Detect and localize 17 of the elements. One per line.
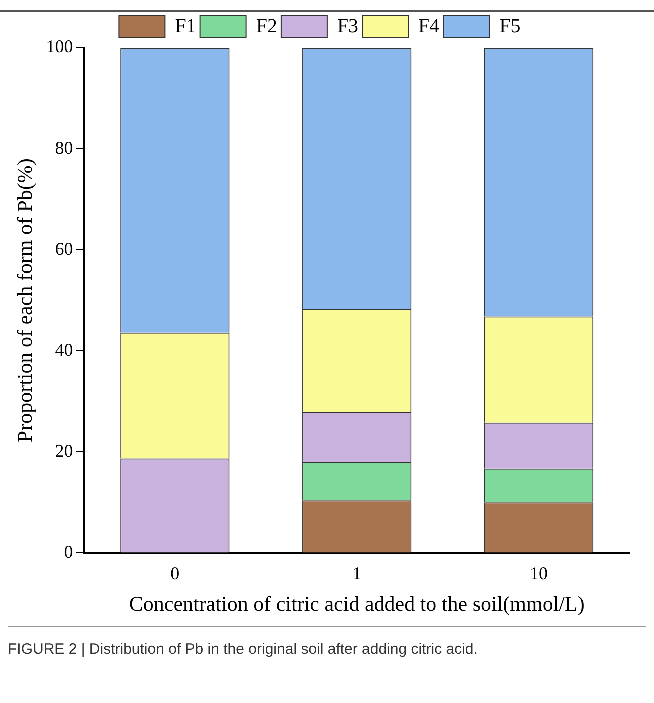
legend-label: F1 (175, 15, 196, 38)
y-tick-label: 60 (55, 238, 74, 259)
caption: FIGURE 2 | Distribution of Pb in the original soil after adding citric acid. (8, 641, 479, 658)
y-axis-title: Proportion of each form of Pb(%) (13, 158, 38, 443)
legend-label: F5 (500, 15, 521, 38)
y-tick-label: 0 (64, 542, 74, 562)
y-tick-label: 80 (55, 138, 74, 158)
x-axis-title: Concentration of citric acid added to the soil(mmol/L) (129, 592, 585, 616)
y-tick-label: 100 (46, 36, 74, 57)
x-tick-label: 10 (530, 564, 548, 584)
legend-label: F3 (337, 15, 359, 38)
x-tick-label: 1 (352, 564, 362, 584)
y-tick-label: 20 (55, 440, 74, 461)
legend-label: F4 (418, 15, 440, 38)
x-tick-label: 0 (170, 564, 180, 584)
y-tick-label: 40 (55, 340, 74, 360)
legend-label: F2 (256, 15, 278, 38)
